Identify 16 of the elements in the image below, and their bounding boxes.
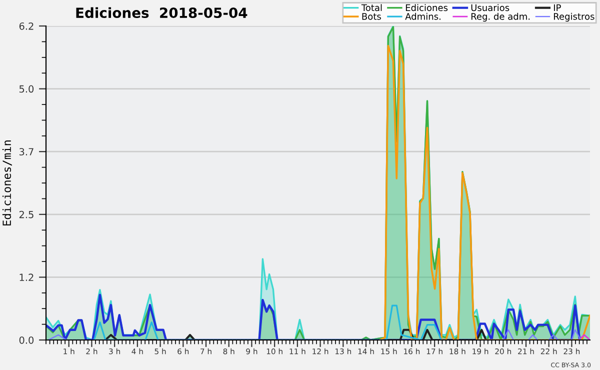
y-tick-label: 1.2	[20, 274, 34, 281]
y-tick-label: 3.7	[19, 148, 34, 156]
legend-label: Registros	[554, 12, 594, 22]
legend-label: Ediciones	[406, 4, 448, 12]
y-tick-label: 2.5	[19, 210, 34, 218]
y-tick-label: 6.2	[19, 22, 34, 30]
legend-label: Reg. de adm.	[471, 12, 530, 22]
legend-label: Admins.	[405, 12, 440, 20]
y-tick-label: 5.0	[19, 85, 34, 93]
legend-label: IP	[554, 4, 561, 11]
legend-label: Bots	[362, 13, 381, 20]
legend-label: Usuarios	[471, 4, 510, 12]
chart-title: Ediciones 2018-05-04	[76, 7, 248, 18]
y-axis-title: Ediciones/min	[2, 140, 12, 226]
y-tick-label: 0.0	[19, 336, 34, 344]
legend-label: Total	[361, 4, 382, 12]
